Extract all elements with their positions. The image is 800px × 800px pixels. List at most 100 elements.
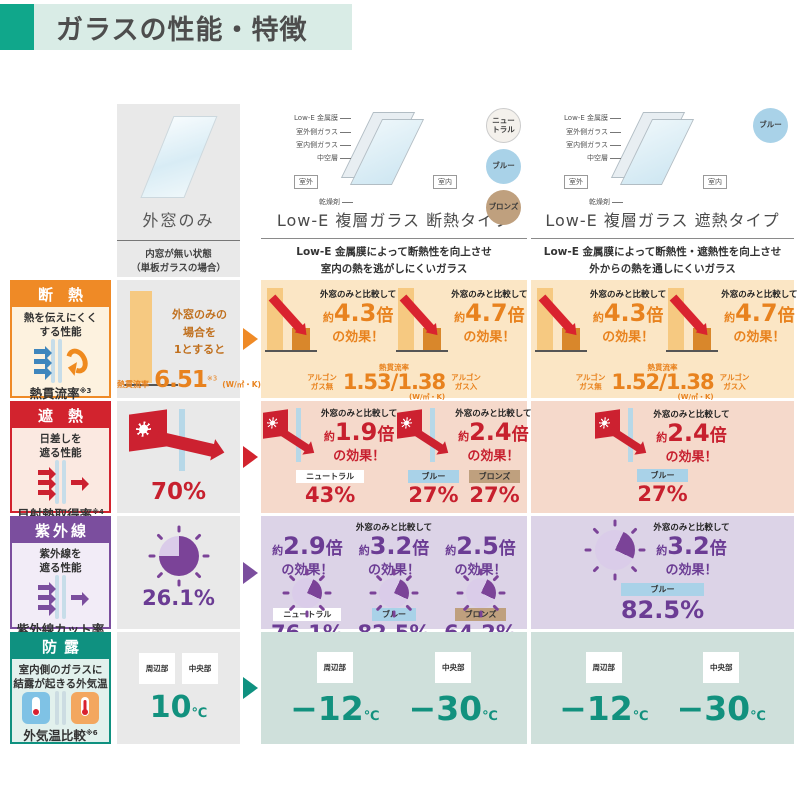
label-edge-area: 周辺部 bbox=[316, 651, 353, 683]
column-header-shield-type: Low-E 金属膜 室外側ガラス 室内側ガラス 中空層 室外 室内 乾燥剤 ブル… bbox=[531, 104, 794, 277]
column-description-insulation-type: Low-E 金属膜によって断熱性を向上させ 室内の熱を逃がしにくいガラス bbox=[296, 246, 492, 275]
multiplier-value: 約3.2倍 bbox=[656, 531, 727, 560]
condensation-temp-value: 10℃ bbox=[149, 690, 208, 725]
label-desiccant: 乾燥剤 bbox=[569, 197, 623, 207]
solar-gain-value: 27% bbox=[469, 482, 520, 507]
u-value-outer-only: 熱貫流率 6.51※3 (W/㎡・K) bbox=[117, 367, 261, 393]
row-title-condensation: 防露 bbox=[12, 634, 109, 659]
page-title: ガラスの性能・特徴 bbox=[56, 14, 308, 46]
row-header-insulation: 断熱 熱を伝えにくく する性能 熱貫流率※3 bbox=[10, 280, 111, 401]
cold-thermometer-icon bbox=[22, 692, 50, 725]
row-arrow bbox=[240, 632, 261, 744]
cell-condensation-outer-only: 周辺部 中央部 10℃ bbox=[117, 632, 240, 744]
solar-gain-value: 70% bbox=[150, 479, 207, 505]
glass-color-options: ニュー トラル ブルー ブロンズ bbox=[486, 108, 521, 225]
label-outside: 室外 bbox=[564, 175, 588, 189]
arrow-right-icon bbox=[243, 328, 258, 350]
bar-comparison-icon bbox=[535, 288, 587, 364]
argon-gas-with-label: アルゴン ガス入 bbox=[719, 372, 750, 392]
label-center-area: 中央部 bbox=[435, 651, 472, 683]
multiplier-value: 約2.5倍 bbox=[445, 532, 516, 560]
label-center-area: 中央部 bbox=[703, 651, 740, 683]
cell-condensation-shield-type: 周辺部 −12℃ 中央部 −30℃ bbox=[531, 632, 794, 744]
row-arrow bbox=[240, 280, 261, 398]
cell-uv-outer-only: 26.1% bbox=[117, 516, 240, 629]
sun-block-icon bbox=[595, 408, 651, 464]
warm-thermometer-icon bbox=[71, 692, 99, 725]
tag-blue: ブルー bbox=[620, 583, 705, 597]
baseline-bar-icon bbox=[130, 291, 152, 383]
uv-sun-pie-icon bbox=[282, 568, 332, 618]
comparison-table: 外窓のみ 内窓が無い状態 （単板ガラスの場合） Low-E 金属膜 室外側ガラス… bbox=[10, 104, 798, 744]
effect-item: 外窓のみと比較して 約4.7倍 の効果！ bbox=[396, 288, 528, 364]
solar-gain-value: 27% bbox=[637, 482, 688, 507]
row-header-uv: 紫外線 紫外線を 遮る性能 紫外線カット率※5 bbox=[10, 516, 111, 647]
cell-shading-outer-only: 70% bbox=[117, 401, 240, 513]
tag-bronze: ブロンズ bbox=[468, 469, 521, 483]
label-inner-glass: 室内側ガラス bbox=[261, 140, 351, 150]
label-lowe-film: Low-E 金属膜 bbox=[261, 113, 351, 123]
condensation-temp-value: −12℃ bbox=[559, 688, 649, 728]
label-edge-area: 周辺部 bbox=[585, 651, 622, 683]
uv-sun-pie-icon bbox=[148, 525, 209, 586]
divider bbox=[261, 237, 527, 239]
thermometer-comparison-icon bbox=[22, 691, 99, 726]
effect-item: 約2.9倍 の効果！ ニュートラル 76.1% bbox=[271, 521, 344, 646]
cell-shading-insul-type: 外窓のみと比較して 約1.9倍 の効果！ ニュートラル 43% bbox=[261, 401, 532, 513]
uv-sun-pie-icon bbox=[369, 568, 419, 618]
cell-insulation-insul-type: 外窓のみと比較して 約4.3倍 の効果！ 外窓のみと比較して 約4.7倍 の効果… bbox=[261, 280, 528, 401]
effect-item: 外窓のみと比較して 約4.7倍 の効果！ bbox=[666, 288, 798, 364]
cell-insulation-shield-type: 外窓のみと比較して 約4.3倍 の効果！ 外窓のみと比較して 約4.7倍 の効果… bbox=[531, 280, 798, 400]
argon-gas-with-label: アルゴン ガス入 bbox=[451, 372, 481, 392]
sun-block-icon bbox=[397, 407, 453, 464]
bronze-color-chip: ブロンズ bbox=[486, 190, 521, 225]
argon-gas-without-label: アルゴン ガス無 bbox=[575, 372, 606, 392]
bar-comparison-icon bbox=[666, 288, 719, 364]
passthrough-arrow-icon bbox=[71, 476, 89, 491]
label-inner-glass: 室内側ガラス bbox=[531, 140, 621, 150]
metric-label-u-value: 熱貫流率※3 bbox=[29, 386, 92, 402]
bar-comparison-icon bbox=[265, 288, 317, 364]
sun-icon bbox=[599, 417, 611, 430]
double-glazing-diagram-icon: Low-E 金属膜 室外側ガラス 室内側ガラス 中空層 室外 室内 乾燥剤 ブル… bbox=[531, 104, 794, 207]
column-description-shield-type: Low-E 金属膜によって断熱性・遮熱性を向上させ 外からの熱を通しにくいガラス bbox=[543, 246, 782, 275]
heat-flow-icon bbox=[34, 339, 92, 384]
blue-color-chip: ブルー bbox=[486, 149, 521, 184]
sun-heat-arrow-icon bbox=[155, 431, 215, 457]
sun-icon bbox=[267, 416, 278, 429]
column-caption-outer-only: 内窓が無い状態 （単板ガラスの場合） bbox=[131, 248, 226, 275]
u-value-pair: 1.53/1.38 bbox=[342, 369, 446, 394]
row-title-uv: 紫外線 bbox=[12, 518, 109, 543]
divider bbox=[117, 239, 240, 241]
bar-comparison-icon bbox=[396, 288, 449, 364]
u-value-detail: アルゴン ガス無 熱貫流率 1.53/1.38 (W/㎡・K) アルゴン ガス入 bbox=[307, 363, 481, 401]
uv-block-icon bbox=[38, 575, 89, 620]
row-header-condensation: 防露 室内側のガラスに 結露が起きる外気温 外気温比較※6 bbox=[10, 632, 111, 744]
tag-blue: ブルー bbox=[637, 469, 688, 483]
argon-gas-without-label: アルゴン ガス無 bbox=[307, 372, 337, 392]
label-lowe-film: Low-E 金属膜 bbox=[531, 113, 621, 123]
condensation-temp-value: −30℃ bbox=[676, 688, 766, 728]
cell-condensation-insul-type: 周辺部 −12℃ 中央部 −30℃ bbox=[261, 632, 527, 744]
label-outer-glass: 室外側ガラス bbox=[261, 127, 351, 137]
row-title-shading: 遮熱 bbox=[12, 403, 109, 428]
multiplier-value: 約4.3倍 bbox=[592, 299, 664, 327]
heat-arrows-icon bbox=[34, 345, 52, 380]
sun-arrows-icon bbox=[38, 466, 56, 501]
row-title-insulation: 断熱 bbox=[12, 282, 109, 307]
condensation-temp-value: −30℃ bbox=[408, 688, 498, 728]
baseline-note: 外窓のみの 場合を 1とすると bbox=[172, 308, 227, 357]
effect-item: 外窓のみと比較して 約4.3倍 の効果！ bbox=[535, 288, 666, 364]
row-arrow bbox=[240, 401, 261, 513]
blue-color-chip: ブルー bbox=[753, 108, 788, 143]
label-air-layer: 中空層 bbox=[261, 153, 351, 163]
sun-icon bbox=[135, 420, 151, 438]
label-center-area: 中央部 bbox=[182, 653, 218, 684]
multiplier-value: 約3.2倍 bbox=[358, 532, 430, 560]
metric-label-outdoor-temp: 外気温比較※6 bbox=[23, 728, 98, 744]
row-arrow bbox=[240, 516, 261, 629]
label-outer-glass: 室外側ガラス bbox=[531, 127, 621, 137]
sunlight-block-icon bbox=[38, 460, 89, 505]
single-glass-pane-icon bbox=[140, 116, 217, 198]
column-title-outer-only: 外窓のみ bbox=[142, 210, 215, 230]
